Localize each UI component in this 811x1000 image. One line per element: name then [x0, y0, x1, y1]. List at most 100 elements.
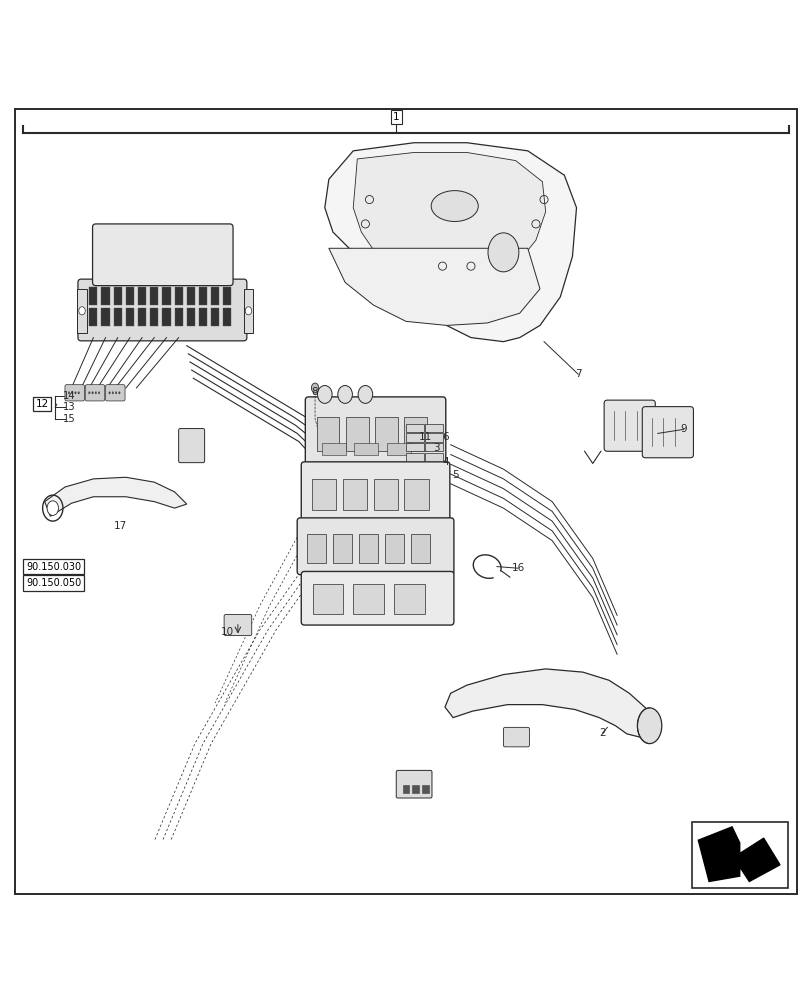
Bar	[321, 443, 345, 455]
Text: 5: 5	[452, 470, 458, 480]
Ellipse shape	[637, 708, 661, 744]
Bar	[162, 287, 170, 305]
Bar	[199, 308, 207, 326]
Text: 9: 9	[680, 424, 686, 434]
Bar	[386, 443, 410, 455]
Bar	[384, 534, 404, 563]
Text: 2: 2	[599, 728, 605, 738]
Ellipse shape	[487, 233, 518, 272]
FancyBboxPatch shape	[301, 462, 449, 521]
Bar	[150, 287, 158, 305]
Bar	[89, 287, 97, 305]
Bar	[223, 287, 231, 305]
Bar	[406, 443, 423, 451]
FancyBboxPatch shape	[178, 429, 204, 463]
Bar	[404, 417, 427, 451]
Bar	[342, 479, 367, 510]
Bar	[402, 785, 409, 793]
Text: 90.150.030: 90.150.030	[26, 562, 81, 572]
Ellipse shape	[337, 386, 352, 403]
Bar	[691, 822, 787, 888]
Bar	[138, 287, 146, 305]
Bar	[425, 433, 443, 442]
Bar	[187, 308, 195, 326]
Bar	[373, 479, 397, 510]
Bar	[162, 308, 170, 326]
Bar	[422, 785, 428, 793]
Bar	[101, 287, 109, 305]
Ellipse shape	[109, 392, 110, 394]
Polygon shape	[353, 152, 545, 282]
FancyBboxPatch shape	[224, 614, 251, 636]
Polygon shape	[45, 477, 187, 516]
Bar	[358, 534, 378, 563]
Bar	[406, 453, 423, 461]
Bar	[89, 308, 97, 326]
FancyBboxPatch shape	[503, 727, 529, 747]
Bar	[114, 308, 122, 326]
FancyBboxPatch shape	[297, 518, 453, 575]
Polygon shape	[328, 248, 539, 325]
FancyBboxPatch shape	[396, 770, 431, 798]
Text: 6: 6	[442, 432, 448, 442]
Ellipse shape	[115, 392, 117, 394]
Ellipse shape	[358, 386, 372, 403]
Bar	[114, 287, 122, 305]
Bar	[174, 287, 182, 305]
Polygon shape	[324, 143, 576, 342]
Ellipse shape	[98, 392, 100, 394]
FancyBboxPatch shape	[642, 407, 693, 458]
Ellipse shape	[79, 307, 85, 315]
Bar	[243, 289, 253, 333]
Bar	[174, 308, 182, 326]
FancyBboxPatch shape	[105, 385, 125, 401]
Ellipse shape	[317, 386, 332, 403]
Ellipse shape	[95, 392, 97, 394]
Polygon shape	[444, 669, 653, 737]
Ellipse shape	[112, 392, 114, 394]
Text: 13: 13	[63, 402, 76, 412]
FancyBboxPatch shape	[305, 397, 445, 464]
Bar	[312, 584, 343, 614]
Bar	[393, 584, 424, 614]
Bar	[77, 289, 87, 333]
Text: 8: 8	[311, 387, 318, 397]
Bar	[223, 308, 231, 326]
Bar	[425, 443, 443, 451]
Bar	[187, 287, 195, 305]
Text: 16: 16	[511, 563, 524, 573]
FancyBboxPatch shape	[92, 224, 233, 286]
Text: 15: 15	[63, 414, 76, 424]
Bar	[307, 534, 326, 563]
Text: 11: 11	[418, 432, 431, 442]
Ellipse shape	[68, 392, 70, 394]
Bar	[126, 308, 134, 326]
Bar	[375, 417, 397, 451]
Bar	[316, 417, 339, 451]
Bar	[126, 287, 134, 305]
Bar	[150, 308, 158, 326]
Bar	[211, 308, 219, 326]
Ellipse shape	[75, 392, 76, 394]
Bar	[353, 584, 384, 614]
FancyBboxPatch shape	[603, 400, 654, 451]
Text: 7: 7	[574, 369, 581, 379]
Bar	[354, 443, 378, 455]
Text: 90.150.050: 90.150.050	[26, 578, 81, 588]
Bar	[412, 785, 418, 793]
Ellipse shape	[431, 191, 478, 221]
FancyBboxPatch shape	[85, 385, 105, 401]
FancyBboxPatch shape	[65, 385, 84, 401]
Text: 10: 10	[221, 627, 234, 637]
Ellipse shape	[245, 307, 251, 315]
FancyBboxPatch shape	[78, 279, 247, 341]
Ellipse shape	[88, 392, 90, 394]
Bar	[138, 308, 146, 326]
Text: 4: 4	[442, 457, 448, 467]
Bar	[410, 534, 430, 563]
Ellipse shape	[78, 392, 79, 394]
Bar	[425, 424, 443, 432]
Ellipse shape	[92, 392, 93, 394]
Bar	[345, 417, 368, 451]
Text: 3: 3	[432, 443, 439, 453]
